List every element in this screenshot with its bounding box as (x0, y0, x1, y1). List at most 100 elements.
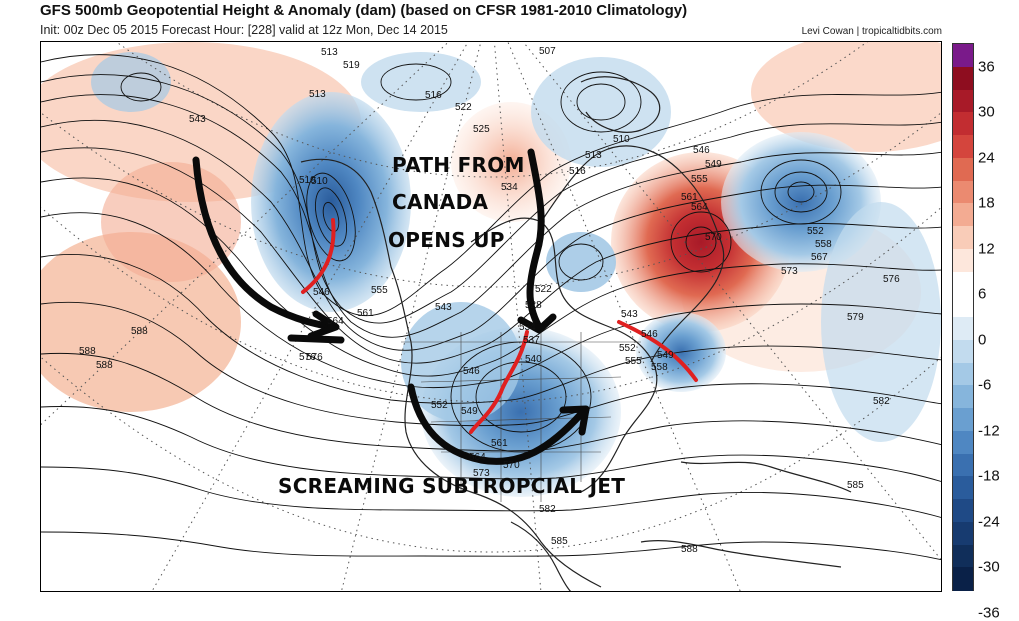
chart-title: GFS 500mb Geopotential Height & Anomaly … (40, 2, 688, 19)
colorbar-segment (953, 476, 973, 500)
contour-label: 570 (705, 232, 722, 243)
contour-label: 555 (371, 285, 388, 296)
contour-label: 588 (681, 544, 698, 555)
arrow-subtropical-jet-head (559, 405, 590, 436)
map-svg: 513 519 507 516 522 513 543 510 525 510 … (41, 42, 941, 591)
colorbar-tick-label: -24 (978, 513, 1000, 531)
colorbar-segment (953, 226, 973, 250)
contour-label: 549 (461, 406, 478, 417)
contour-label: 528 (525, 300, 542, 311)
anomaly-shading (41, 42, 941, 497)
colorbar-tick-label: 6 (978, 285, 987, 303)
contour-label: 561 (491, 438, 508, 449)
contour-label: 510 (299, 175, 316, 186)
contour-label: 570 (503, 460, 520, 471)
colorbar-segment (953, 66, 973, 90)
contour-label: 534 (501, 182, 518, 193)
contour-label: 525 (473, 124, 490, 135)
contour-label: 558 (815, 239, 832, 250)
contour-label: 513 (585, 150, 602, 161)
contour-label: 534 (519, 322, 536, 333)
arrow-canada-path (526, 148, 545, 329)
colorbar-segment (953, 521, 973, 545)
anomaly-colorbar (952, 43, 974, 591)
colorbar-segment (953, 339, 973, 363)
annotation-opens-up: OPENS UP (388, 228, 505, 252)
contour-label: 549 (657, 350, 674, 361)
contour-label: 546 (313, 287, 330, 298)
contour-label: 552 (619, 343, 636, 354)
colorbar-segment (953, 44, 973, 68)
colorbar-segment (953, 271, 973, 295)
colorbar-tick-label: 24 (978, 149, 995, 167)
colorbar-segment (953, 430, 973, 454)
contour-label: 585 (847, 480, 864, 491)
colorbar-tick-label: -36 (978, 604, 1000, 621)
colorbar-segment (953, 180, 973, 204)
colorbar-tick-label: 12 (978, 240, 995, 258)
colorbar-segment (953, 157, 973, 181)
arrow-west-trough-head (307, 310, 340, 340)
contour-label: 516 (569, 166, 586, 177)
contour-label: 576 (306, 352, 323, 363)
colorbar-segment (953, 203, 973, 227)
contour-label: 537 (523, 335, 540, 346)
contour-label: 564 (327, 316, 344, 327)
contour-label: 579 (847, 312, 864, 323)
trough-axis-east (617, 320, 698, 382)
contour-label: 543 (189, 114, 206, 125)
colorbar-tick-label: 18 (978, 194, 995, 212)
contour-label: 513 (309, 89, 326, 100)
contour-label: 573 (781, 266, 798, 277)
contour-label: 588 (79, 346, 96, 357)
colorbar-segment (953, 317, 973, 341)
contour-labels: 513 519 507 516 522 513 543 510 525 510 … (79, 46, 900, 555)
contour-label: 558 (651, 362, 668, 373)
contour-label: 522 (535, 284, 552, 295)
colorbar-tick-label: 36 (978, 58, 995, 76)
contour-label: 510 (613, 134, 630, 145)
trough-axis-west (301, 218, 336, 294)
colorbar-segment (953, 248, 973, 272)
contour-label: 546 (463, 366, 480, 377)
contour-label: 513 (321, 47, 338, 58)
colorbar-segment (953, 544, 973, 568)
colorbar-segment (953, 294, 973, 318)
trough-axes (301, 218, 698, 434)
colorbar-tick-label: 0 (978, 331, 987, 349)
contour-label: 543 (435, 302, 452, 313)
colorbar-segment (953, 112, 973, 136)
contour-label: 567 (811, 252, 828, 263)
trough-axis-central (469, 330, 529, 434)
colorbar-tick-label: 30 (978, 103, 995, 121)
colorbar-segment (953, 89, 973, 113)
colorbar-tick-label: -30 (978, 558, 1000, 576)
colorbar-tick-label: -6 (978, 376, 992, 394)
contour-label: 552 (431, 400, 448, 411)
contour-label: 510 (311, 176, 328, 187)
contour-label: 573 (473, 468, 490, 479)
arrow-west-trough (192, 156, 335, 331)
contour-label: 576 (299, 352, 316, 363)
contour-label: 522 (455, 102, 472, 113)
colorbar-segment (953, 408, 973, 432)
flow-arrows (192, 148, 590, 465)
colorbar-segment (953, 362, 973, 386)
contour-label: 561 (357, 308, 374, 319)
map-panel: 513 519 507 516 522 513 543 510 525 510 … (40, 41, 942, 592)
contour-label: 543 (621, 309, 638, 320)
contour-label: 555 (691, 174, 708, 185)
contour-label: 582 (539, 504, 556, 515)
annotation-subtropical-jet: SCREAMING SUBTROPCIAL JET (278, 474, 626, 498)
contour-label: 540 (525, 354, 542, 365)
contour-label: 519 (343, 60, 360, 71)
contour-label: 546 (641, 329, 658, 340)
colorbar-tick-label: -18 (978, 467, 1000, 485)
arrow-canada-path-head (517, 313, 557, 334)
contour-label: 546 (693, 145, 710, 156)
annotation-path-from: PATH FROM (392, 153, 525, 177)
contour-label: 552 (807, 226, 824, 237)
contour-label: 582 (873, 396, 890, 407)
chart-subtitle: Init: 00z Dec 05 2015 Forecast Hour: [22… (40, 23, 448, 37)
colorbar-segment (953, 453, 973, 477)
